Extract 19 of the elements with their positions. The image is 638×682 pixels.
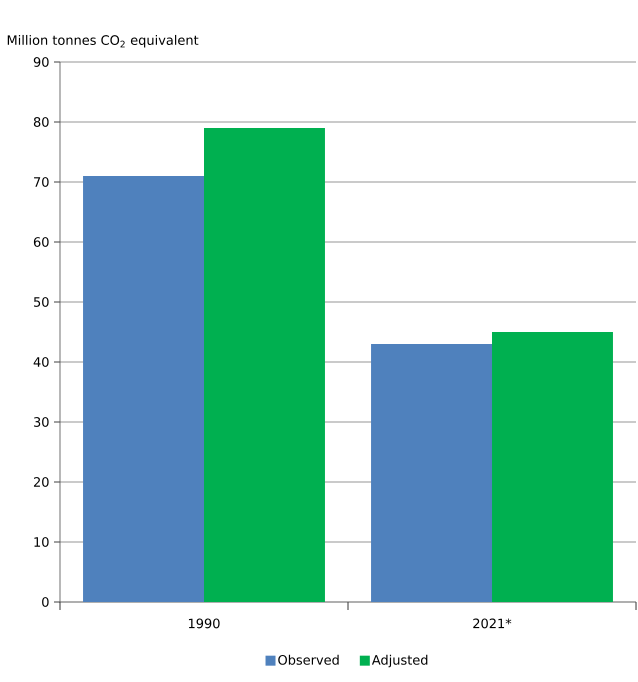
y-tick-label: 60	[34, 237, 49, 247]
bar	[492, 332, 613, 602]
y-tick-label: 90	[34, 57, 49, 67]
x-tick-label: 1990	[188, 618, 220, 628]
bar	[83, 176, 204, 602]
bar	[204, 128, 325, 602]
legend-label: Observed	[278, 654, 339, 665]
y-tick-label: 20	[34, 477, 49, 487]
y-tick-label: 0	[42, 597, 49, 607]
y-tick-label: 30	[34, 417, 49, 427]
y-axis-title: Million tonnes CO$_{2}$ equivalent	[8, 34, 198, 48]
y-tick-label: 40	[34, 357, 49, 367]
bar	[371, 344, 492, 602]
y-tick-label: 50	[34, 297, 49, 307]
y-tick-label: 10	[34, 537, 49, 547]
y-tick-label: 70	[34, 177, 49, 187]
y-tick-label: 80	[34, 117, 49, 127]
x-tick-label: 2021*	[473, 618, 512, 628]
legend-label: Adjusted	[372, 654, 428, 668]
